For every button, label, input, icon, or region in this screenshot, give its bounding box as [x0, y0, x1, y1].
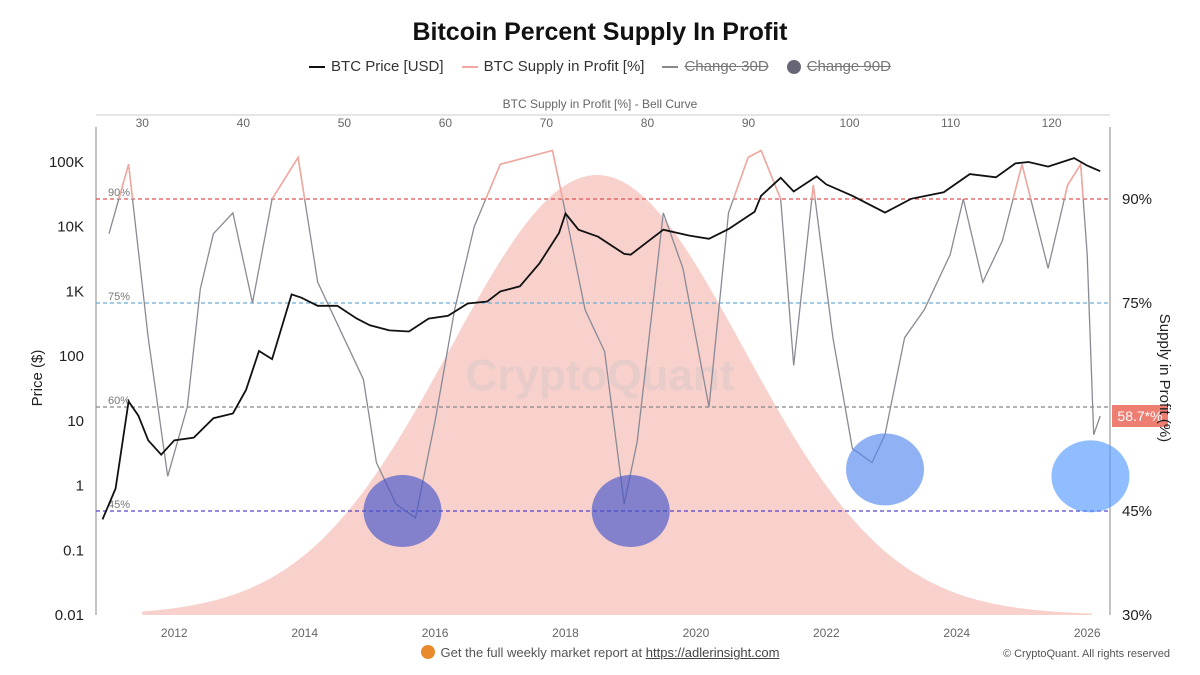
top-tick-label: 90 [742, 116, 756, 130]
current-value-text: 58.7*% [1117, 408, 1162, 424]
legend-label: BTC Supply in Profit [%] [483, 58, 645, 75]
legend-line-icon [662, 65, 679, 68]
bottom-tick-label: 2022 [813, 626, 840, 640]
bottom-tick-label: 2024 [943, 626, 970, 640]
highlight-circle-0 [363, 475, 442, 547]
legend-label: Change 30D [684, 58, 769, 75]
top-tick-label: 70 [540, 116, 554, 130]
legend: BTC Price [USD] BTC Supply in Profit [%] C… [0, 58, 1200, 75]
highlight-circle-3 [1051, 440, 1130, 513]
coin-icon [420, 645, 435, 659]
left-tick-label: 0.01 [55, 607, 84, 624]
footer-text: Get the full weekly market report at [440, 645, 643, 660]
left-tick-label: 10 [67, 413, 84, 430]
bottom-tick-label: 2016 [422, 626, 449, 640]
footer-link[interactable]: https://adlerinsight.com [645, 645, 780, 660]
legend-item-3[interactable]: Change 90D [786, 58, 891, 75]
bottom-tick-label: 2020 [683, 626, 710, 640]
top-tick-label: 60 [439, 116, 453, 130]
reference-label-90: 90% [108, 187, 130, 199]
legend-item-1[interactable]: BTC Supply in Profit [%] [461, 58, 645, 75]
legend-label: BTC Price [USD] [331, 58, 444, 75]
legend-item-2[interactable]: Change 30D [662, 58, 769, 75]
chart-title: Bitcoin Percent Supply In Profit [412, 18, 788, 46]
reference-label-60: 60% [108, 395, 130, 407]
left-tick-label: 1 [76, 478, 84, 495]
right-tick-label: 75% [1122, 295, 1152, 312]
left-tick-label: 10K [57, 219, 84, 236]
top-tick-label: 110 [941, 116, 960, 130]
current-value-badge [1112, 405, 1168, 428]
left-tick-label: 0.1 [63, 542, 84, 559]
bottom-tick-label: 2012 [161, 626, 188, 640]
reference-label-75: 75% [108, 291, 130, 303]
top-tick-label: 40 [237, 116, 251, 130]
top-tick-label: 30 [136, 116, 150, 130]
btc-price-line [101, 157, 1101, 520]
top-tick-label: 80 [641, 116, 655, 130]
bottom-tick-label: 2018 [552, 626, 579, 640]
top-axis-label: BTC Supply in Profit [%] - Bell Curve [503, 97, 698, 111]
bottom-tick-label: 2026 [1074, 626, 1101, 640]
legend-line-icon [309, 65, 326, 68]
highlight-circle-1 [591, 475, 670, 547]
top-tick-label: 50 [338, 116, 352, 130]
footer: Get the full weekly market report at htt… [0, 645, 1200, 660]
left-tick-label: 100 [59, 348, 84, 365]
right-tick-label: 90% [1122, 191, 1152, 208]
reference-label-45: 45% [108, 499, 130, 511]
top-tick-label: 100 [840, 116, 860, 130]
legend-item-0[interactable]: BTC Price [USD] [309, 58, 444, 75]
top-tick-label: 120 [1042, 116, 1062, 130]
right-tick-label: 45% [1122, 503, 1152, 520]
right-tick-label: 30% [1122, 607, 1152, 624]
right-axis-label: Supply in Profit (%) [1156, 314, 1173, 442]
legend-label: Change 90D [806, 58, 891, 75]
legend-dot-icon [786, 59, 801, 74]
watermark: CryptoQuant [466, 351, 735, 400]
legend-line-icon [461, 65, 478, 68]
bottom-tick-label: 2014 [291, 626, 318, 640]
copyright: © CryptoQuant. All rights reserved [1002, 648, 1170, 660]
left-axis-label: Price ($) [29, 350, 46, 407]
highlight-circle-2 [846, 433, 925, 506]
left-tick-label: 1K [66, 283, 84, 300]
supply-in-profit-line [108, 149, 1101, 520]
left-tick-label: 100K [49, 154, 84, 171]
